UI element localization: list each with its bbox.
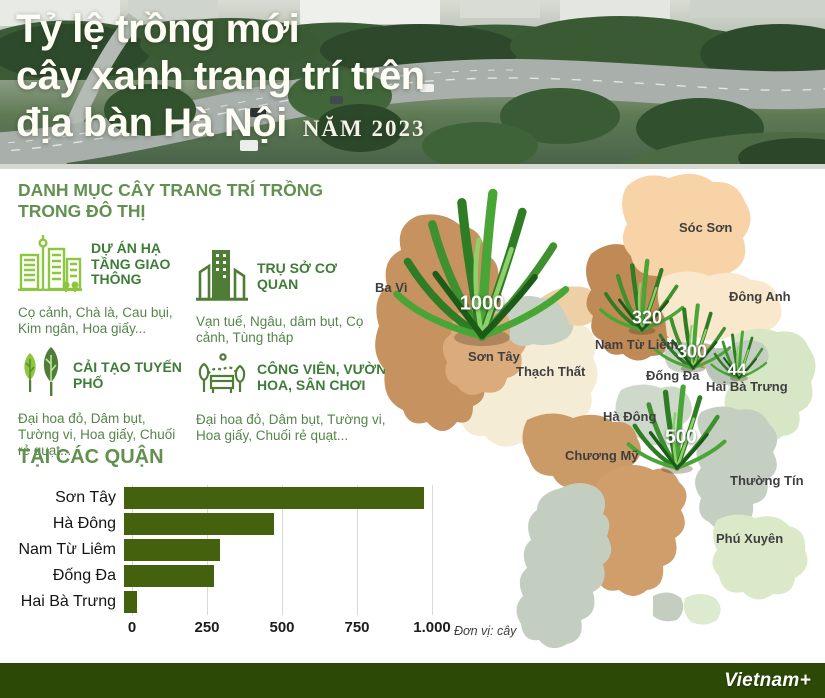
gridline: [432, 485, 433, 615]
unit-note: Đơn vị: cây: [454, 624, 517, 638]
x-tick-label: 250: [194, 619, 220, 636]
bar-row: Hai Bà Trưng: [8, 589, 432, 615]
bar: [124, 591, 138, 613]
map-value-ha-dong: 500: [665, 427, 697, 448]
map-value-dong-da: 300: [676, 341, 708, 362]
bar-category-label: Hai Bà Trưng: [20, 593, 116, 610]
category-label: CÔNG VIÊN, VƯỜN HOA, SÂN CHƠI: [257, 360, 387, 393]
bar-row: Hà Đông: [8, 511, 432, 537]
category-desc: Cọ cảnh, Chà là, Cau bụi, Kim ngân, Hoa …: [18, 305, 173, 336]
bar-row: Đống Đa: [8, 563, 432, 589]
street-photo-illustration: [0, 0, 825, 164]
district-label-chuong-my: Chương Mỹ: [565, 448, 639, 463]
district-label-dong-anh: Đông Anh: [729, 289, 791, 304]
bar-category-label: Nam Từ Liêm: [18, 541, 116, 558]
category-label: CẢI TẠO TUYẾN PHỐ: [73, 358, 182, 391]
divider-strip: [0, 164, 825, 169]
categories-section-title: DANH MỤC CÂY TRANG TRÍ TRỒNG TRONG ĐÔ TH…: [18, 180, 323, 221]
x-axis: 0 250 500 750 1.000: [128, 619, 451, 641]
city-infrastructure-icon: [18, 231, 82, 298]
district-label-hai-ba-trung: Hai Bà Trưng: [706, 379, 788, 394]
header-photo: Tỷ lệ trồng mới cây xanh trang trí trên …: [0, 0, 825, 164]
bar-chart: Sơn Tây Hà Đông Nam Từ Liêm Đống Đa Hai Bà T…: [8, 485, 516, 645]
district-label-ba-vi: Ba Vì: [375, 280, 408, 295]
x-tick-label: 500: [269, 619, 295, 636]
district-label-dong-da: Đống Đa: [646, 368, 700, 383]
bar-plot: Sơn Tây Hà Đông Nam Từ Liêm Đống Đa Hai Bà T…: [8, 485, 432, 615]
x-tick-label: 750: [344, 619, 370, 636]
district-label-ha-dong: Hà Đông: [603, 409, 657, 424]
park-garden-icon: [196, 350, 248, 405]
x-tick-label: 1.000: [413, 619, 451, 636]
x-tick-label: 0: [127, 619, 137, 636]
district-label-thach-that: Thạch Thất: [516, 364, 586, 379]
footer-bar: Vietnam+: [0, 663, 825, 698]
district-label-soc-son: Sóc Sơn: [679, 220, 733, 235]
title-line-3: địa bàn Hà Nội: [16, 101, 287, 145]
title-line-1: Tỷ lệ trồng mới: [16, 7, 300, 51]
bar-row: Nam Từ Liêm: [8, 537, 432, 563]
hanoi-districts-map: [375, 173, 816, 649]
bar-category-label: Đống Đa: [52, 567, 116, 584]
district-label-son-tay: Sơn Tây: [468, 349, 520, 364]
gridline: [282, 485, 283, 615]
street-trees-icon: [18, 347, 64, 404]
bar-category-label: Hà Đông: [52, 515, 116, 532]
category-label: TRỤ SỞ CƠ QUAN: [257, 259, 337, 292]
title-line-2: cây xanh trang trí trên: [16, 54, 425, 98]
map-value-nam-tu-liem: 320: [631, 307, 663, 328]
vietnamplus-logo: Vietnam+: [724, 669, 811, 691]
chart-title: TẠI CÁC QUẬN: [18, 446, 164, 468]
page-title: Tỷ lệ trồng mới cây xanh trang trí trên …: [16, 6, 656, 147]
category-desc: Đại hoa đỏ, Dâm bụt, Tường vi, Hoa giấy,…: [18, 411, 176, 458]
bar: [124, 565, 214, 587]
category-item-streets: CẢI TẠO TUYẾN PHỐ Đại hoa đỏ, Dâm bụt, T…: [18, 347, 188, 459]
gridline: [357, 485, 358, 615]
bar-row: Sơn Tây: [8, 485, 432, 511]
category-item-offices: TRỤ SỞ CƠ QUAN Vạn tuế, Ngâu, dâm bụt, C…: [196, 246, 366, 346]
category-desc: Vạn tuế, Ngâu, dâm bụt, Cọ cảnh, Tùng th…: [196, 314, 364, 345]
bar: [124, 539, 220, 561]
bar: [124, 487, 424, 509]
map-value-son-tay: 1000: [459, 292, 505, 315]
year-label: NĂM 2023: [302, 116, 426, 141]
hanoi-map: Ba Vì Sóc Sơn Đông Anh Nam Từ Liêm Sơn T…: [365, 168, 825, 662]
bar-category-label: Sơn Tây: [55, 489, 116, 506]
category-label: DỰ ÁN HẠ TẦNG GIAO THÔNG: [91, 239, 171, 288]
district-label-nam-tu-liem: Nam Từ Liêm: [595, 337, 679, 352]
office-building-icon: [196, 246, 248, 307]
category-item-parks: CÔNG VIÊN, VƯỜN HOA, SÂN CHƠI Đại hoa đỏ…: [196, 350, 392, 444]
category-desc: Đại hoa đỏ, Dâm bụt, Tường vi, Hoa giấy,…: [196, 412, 386, 443]
category-item-infrastructure: DỰ ÁN HẠ TẦNG GIAO THÔNG Cọ cảnh, Chà là…: [18, 231, 186, 337]
bar: [124, 513, 274, 535]
district-label-phu-xuyen: Phú Xuyên: [716, 531, 784, 546]
district-label-thuong-tin: Thường Tín: [730, 473, 804, 488]
map-value-hai-ba-trung: 44: [727, 360, 747, 379]
